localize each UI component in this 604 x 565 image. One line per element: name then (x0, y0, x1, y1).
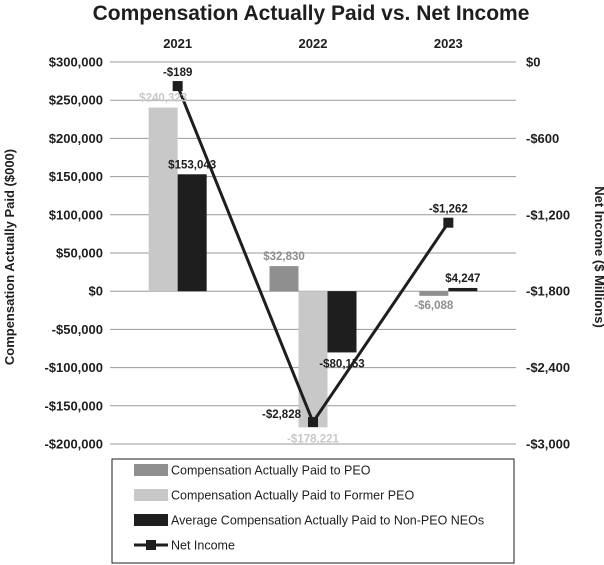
legend-box (111, 458, 515, 564)
legend-swatch (134, 514, 168, 526)
net-income-marker (308, 417, 318, 428)
bar (177, 174, 207, 292)
data-label: $4,247 (445, 273, 480, 285)
y-tick-label: -$150,000 (44, 398, 103, 413)
legend-label: Average Compensation Actually Paid to No… (171, 514, 484, 528)
y-tick-label: $100,000 (49, 207, 103, 222)
y-tick-label: -$50,000 (52, 322, 103, 337)
y-tick-label: $300,000 (49, 55, 103, 70)
legend-label: Compensation Actually Paid to PEO (171, 464, 371, 478)
data-label: -$2,828 (262, 409, 302, 421)
y2-tick-label: -$2,400 (526, 360, 570, 375)
data-label: -$1,262 (429, 204, 468, 216)
y-tick-label: $150,000 (49, 169, 103, 184)
y2-tick-label: -$1,800 (526, 284, 570, 299)
bar (298, 291, 328, 428)
x-category-label: 2023 (434, 36, 463, 51)
y-tick-label: -$200,000 (44, 437, 103, 452)
y-tick-label: $50,000 (56, 246, 103, 261)
net-income-marker (172, 81, 183, 92)
chart-title: Compensation Actually Paid vs. Net Incom… (93, 2, 530, 25)
legend-swatch (134, 489, 168, 501)
net-income-marker (443, 217, 454, 228)
y-tick-label: $0 (89, 284, 103, 299)
y-tick-label: $250,000 (49, 93, 103, 108)
bar (448, 287, 478, 292)
bar (419, 291, 449, 296)
legend-swatch (134, 464, 168, 476)
x-category-label: 2022 (299, 36, 328, 51)
data-label: -$80,153 (319, 358, 364, 370)
legend: Compensation Actually Paid to PEO Compens… (111, 458, 515, 564)
y-tick-label: $200,000 (49, 131, 103, 146)
y2-tick-label: -$3,000 (526, 437, 570, 452)
x-category-label: 2021 (163, 36, 192, 51)
bar (269, 266, 299, 292)
data-label: -$189 (163, 67, 192, 79)
y2-tick-label: -$1,200 (526, 207, 570, 222)
bar (148, 107, 178, 292)
legend-label: Compensation Actually Paid to Former PEO (171, 489, 414, 503)
data-label: -$6,088 (414, 300, 454, 312)
data-label: $153,043 (168, 159, 216, 171)
y2-tick-label: $0 (526, 55, 540, 70)
y-axis-title: Compensation Actually Paid ($000) (2, 149, 17, 365)
data-label: -$178,221 (287, 433, 339, 445)
bar (327, 291, 357, 353)
y2-tick-label: -$600 (526, 131, 559, 146)
legend-label: Net Income (171, 539, 235, 553)
data-label: $32,830 (263, 251, 305, 263)
y-tick-label: -$100,000 (44, 360, 103, 375)
y2-axis-title: Net Income ($ Millions) (592, 186, 604, 328)
legend-marker (146, 540, 156, 550)
data-label: $240,323 (139, 93, 187, 105)
